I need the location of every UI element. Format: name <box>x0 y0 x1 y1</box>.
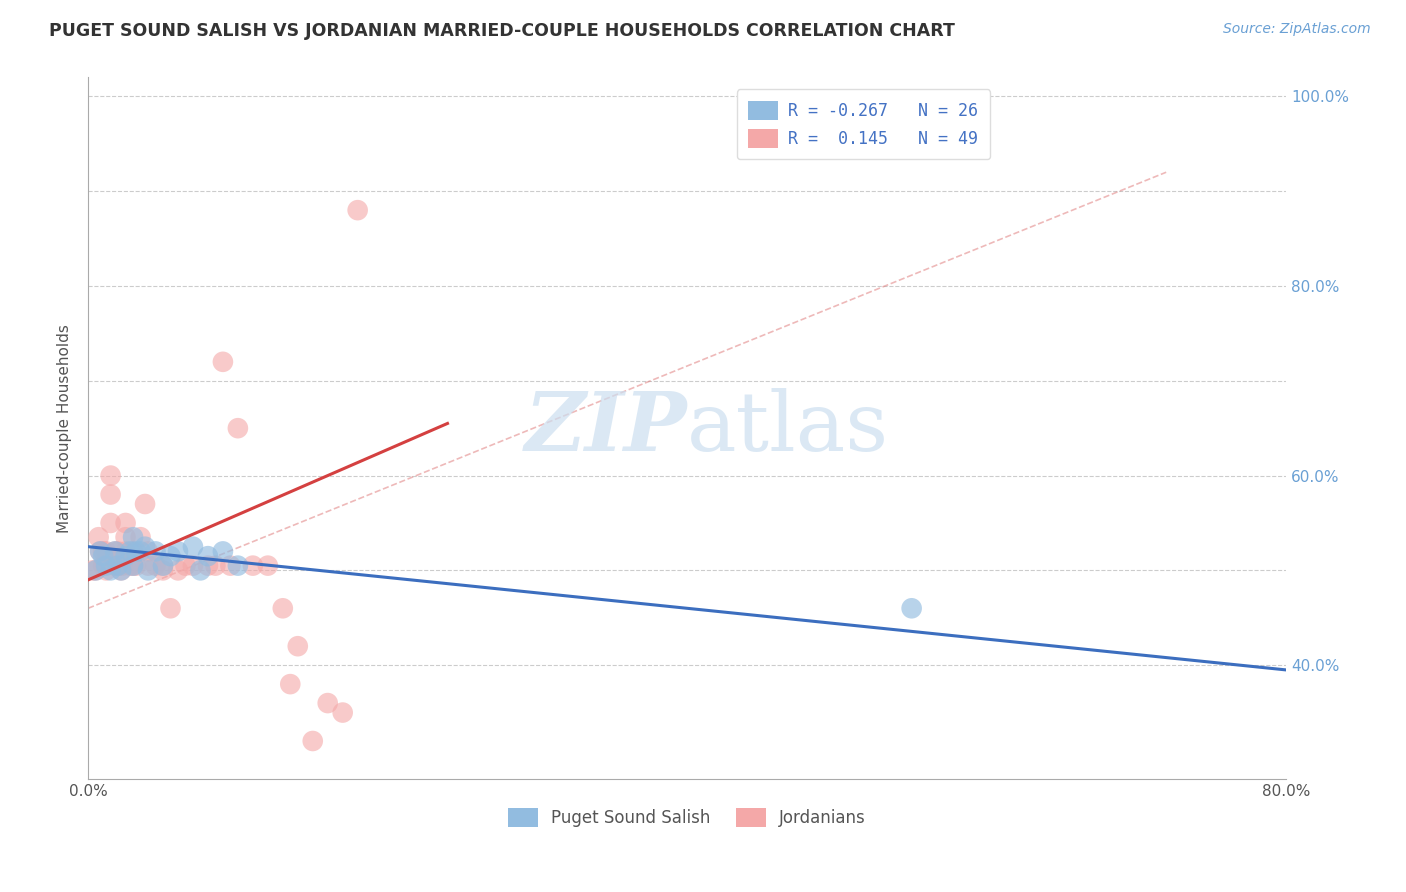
Point <box>134 497 156 511</box>
Point <box>94 558 117 573</box>
Point <box>129 530 152 544</box>
Point <box>114 544 136 558</box>
Point <box>242 558 264 573</box>
Point <box>104 544 127 558</box>
Point <box>152 558 174 573</box>
Point <box>104 544 127 558</box>
Point <box>120 544 142 558</box>
Point <box>129 544 152 558</box>
Point <box>136 558 159 573</box>
Legend: Puget Sound Salish, Jordanians: Puget Sound Salish, Jordanians <box>502 801 873 834</box>
Point <box>100 516 122 530</box>
Point <box>122 530 145 544</box>
Point <box>107 558 129 573</box>
Point <box>316 696 339 710</box>
Point <box>82 563 104 577</box>
Point <box>94 563 117 577</box>
Point <box>301 734 323 748</box>
Point <box>91 558 114 573</box>
Text: PUGET SOUND SALISH VS JORDANIAN MARRIED-COUPLE HOUSEHOLDS CORRELATION CHART: PUGET SOUND SALISH VS JORDANIAN MARRIED-… <box>49 22 955 40</box>
Point <box>110 563 132 577</box>
Y-axis label: Married-couple Households: Married-couple Households <box>58 324 72 533</box>
Text: atlas: atlas <box>688 388 889 468</box>
Point <box>190 563 212 577</box>
Point <box>219 558 242 573</box>
Point <box>125 544 148 558</box>
Point <box>89 544 111 558</box>
Point <box>107 558 129 573</box>
Text: Source: ZipAtlas.com: Source: ZipAtlas.com <box>1223 22 1371 37</box>
Point <box>181 558 204 573</box>
Point <box>167 563 190 577</box>
Point <box>120 558 142 573</box>
Point <box>122 558 145 573</box>
Text: ZIP: ZIP <box>524 388 688 468</box>
Point <box>167 544 190 558</box>
Point <box>84 563 107 577</box>
Point <box>87 530 110 544</box>
Point <box>174 558 197 573</box>
Point <box>145 558 167 573</box>
Point <box>136 563 159 577</box>
Point <box>197 558 219 573</box>
Point <box>145 544 167 558</box>
Point <box>114 516 136 530</box>
Point <box>100 487 122 501</box>
Point <box>226 421 249 435</box>
Point <box>122 558 145 573</box>
Point <box>114 549 136 563</box>
Point <box>122 544 145 558</box>
Point <box>271 601 294 615</box>
Point <box>100 468 122 483</box>
Point <box>900 601 922 615</box>
Point <box>94 544 117 558</box>
Point <box>111 558 134 573</box>
Point <box>212 355 235 369</box>
Point <box>136 544 159 558</box>
Point <box>91 544 114 558</box>
Point <box>256 558 278 573</box>
Point <box>159 601 181 615</box>
Point <box>91 549 114 563</box>
Point <box>110 563 132 577</box>
Point <box>84 563 107 577</box>
Point <box>278 677 301 691</box>
Point <box>134 540 156 554</box>
Point <box>197 549 219 563</box>
Point <box>332 706 354 720</box>
Point <box>104 558 127 573</box>
Point <box>226 558 249 573</box>
Point <box>204 558 226 573</box>
Point <box>212 544 235 558</box>
Point <box>89 544 111 558</box>
Point <box>107 544 129 558</box>
Point <box>346 203 368 218</box>
Point <box>152 563 174 577</box>
Point <box>100 563 122 577</box>
Point <box>125 558 148 573</box>
Point <box>159 549 181 563</box>
Point <box>181 540 204 554</box>
Point <box>287 639 309 653</box>
Point <box>114 530 136 544</box>
Point <box>152 558 174 573</box>
